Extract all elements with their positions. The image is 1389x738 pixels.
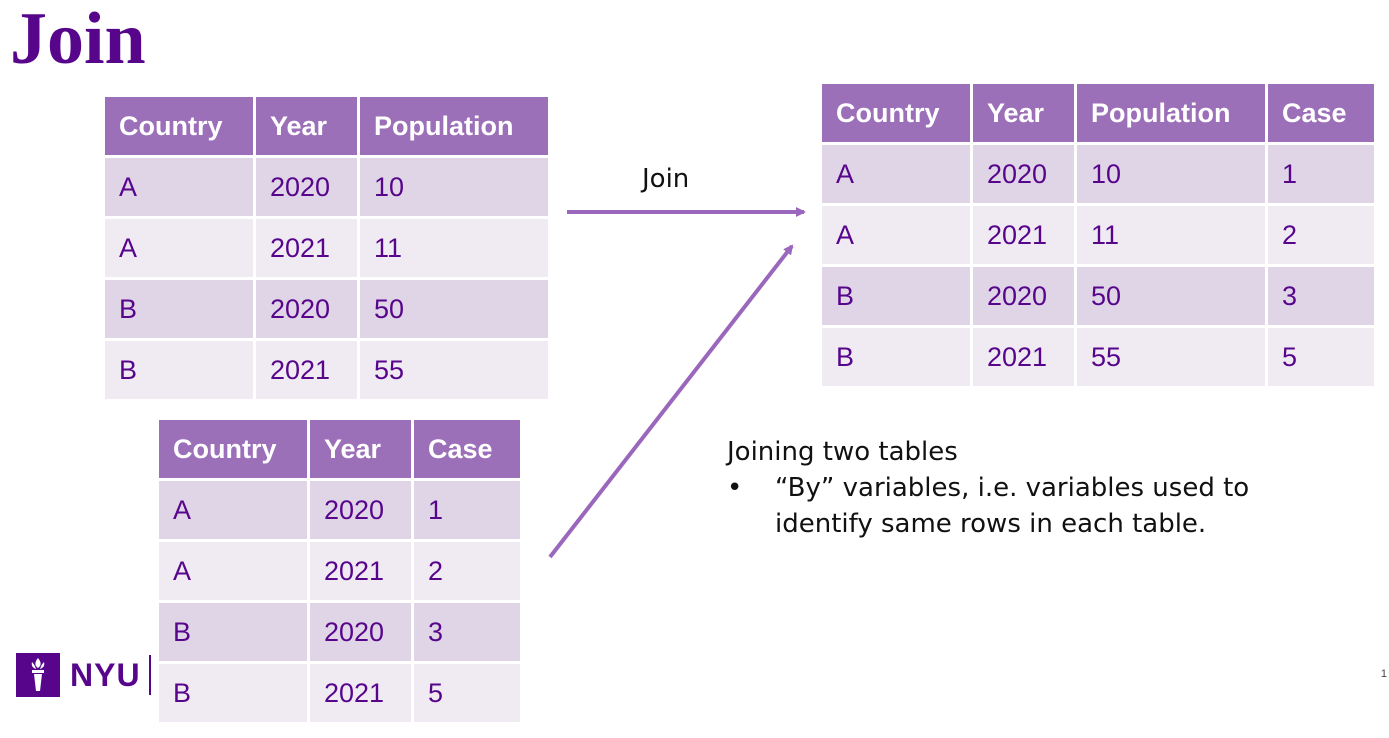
table-header-row: Country Year Population Case [822,84,1374,142]
table-row: B 2020 50 [105,280,548,338]
slide-notes: Joining two tables • “By” variables, i.e… [727,434,1347,542]
table-cell: A [159,542,307,600]
table-cell: 2 [414,542,520,600]
table-cell: B [105,341,253,399]
column-header: Country [159,420,307,478]
table-cell: B [159,664,307,722]
table-row: A 2021 2 [159,542,520,600]
table-cell: B [822,328,970,386]
logo-divider [148,655,151,695]
column-header: Country [822,84,970,142]
table-cell: 2021 [256,341,357,399]
table-row: A 2020 10 1 [822,145,1374,203]
slide-title: Join [10,0,146,80]
table-cell: 2021 [310,664,411,722]
table-cell: 11 [360,219,548,277]
column-header: Population [360,97,548,155]
table-cell: 2020 [256,158,357,216]
logo-wordmark: NYU [70,656,141,693]
table-cell: B [159,603,307,661]
table-row: A 2020 10 [105,158,548,216]
table-cell: 2020 [973,267,1074,325]
column-header: Country [105,97,253,155]
table-cell: A [105,158,253,216]
table-cell: 55 [360,341,548,399]
column-header: Case [1268,84,1374,142]
case-table: Country Year Case A 2020 1 A 2021 2 B 20… [156,417,523,725]
table-cell: 2021 [973,206,1074,264]
table-row: A 2020 1 [159,481,520,539]
join-arrow-label: Join [642,164,690,194]
table-cell: B [105,280,253,338]
page-number: 1 [1380,668,1387,680]
table-cell: A [822,145,970,203]
table-cell: 2020 [310,481,411,539]
join-arrow-bottom [548,244,794,559]
table-cell: 3 [414,603,520,661]
torch-icon [16,653,60,697]
table-cell: A [822,206,970,264]
table-cell: 10 [360,158,548,216]
table-row: B 2021 55 5 [822,328,1374,386]
table-row: A 2021 11 [105,219,548,277]
table-header-row: Country Year Case [159,420,520,478]
table-cell: 55 [1077,328,1265,386]
column-header: Year [973,84,1074,142]
table-row: B 2021 5 [159,664,520,722]
column-header: Case [414,420,520,478]
table-header-row: Country Year Population [105,97,548,155]
table-cell: A [159,481,307,539]
joined-table: Country Year Population Case A 2020 10 1… [819,81,1377,389]
table-cell: 1 [414,481,520,539]
table-cell: 3 [1268,267,1374,325]
table-cell: 5 [1268,328,1374,386]
table-cell: 2021 [310,542,411,600]
table-cell: 2020 [973,145,1074,203]
table-cell: 11 [1077,206,1265,264]
table-cell: 2 [1268,206,1374,264]
table-cell: 2021 [256,219,357,277]
notes-bullets: • “By” variables, i.e. variables used to… [727,470,1347,542]
column-header: Year [256,97,357,155]
table-cell: 2021 [973,328,1074,386]
column-header: Year [310,420,411,478]
table-cell: 50 [360,280,548,338]
bullet-icon: • [727,473,743,503]
nyu-logo: NYU [16,652,151,698]
table-cell: A [105,219,253,277]
table-cell: 50 [1077,267,1265,325]
table-row: B 2020 50 3 [822,267,1374,325]
table-cell: 10 [1077,145,1265,203]
population-table: Country Year Population A 2020 10 A 2021… [102,94,551,402]
list-item: • “By” variables, i.e. variables used to… [727,470,1347,542]
table-cell: 2020 [256,280,357,338]
table-cell: 5 [414,664,520,722]
table-row: A 2021 11 2 [822,206,1374,264]
column-header: Population [1077,84,1265,142]
table-row: B 2021 55 [105,341,548,399]
bullet-text: “By” variables, i.e. variables used to i… [775,473,1250,539]
table-cell: 2020 [310,603,411,661]
table-cell: 1 [1268,145,1374,203]
table-row: B 2020 3 [159,603,520,661]
table-cell: B [822,267,970,325]
notes-heading: Joining two tables [727,437,958,467]
